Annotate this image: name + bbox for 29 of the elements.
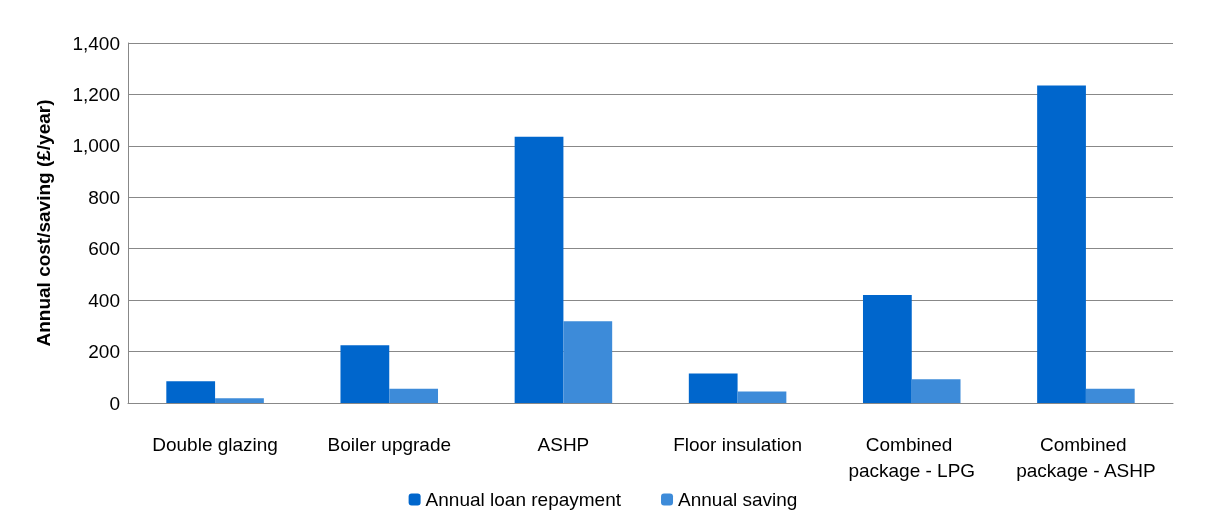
- x-tick-label: Combined package - ASHP: [1016, 433, 1156, 481]
- bar: [688, 373, 738, 403]
- bar: [215, 398, 264, 403]
- y-tick-label: 800: [88, 186, 120, 208]
- y-tick-label: 1,000: [72, 135, 120, 157]
- legend-label: Annual loan repayment: [425, 489, 622, 510]
- x-tick-label: Combined package - LPG: [848, 433, 976, 481]
- y-tick-label: 1,400: [72, 32, 120, 54]
- y-tick-label: 400: [88, 289, 120, 311]
- y-axis-title: Annual cost/saving (£/year): [33, 99, 54, 347]
- bar: [911, 379, 961, 403]
- y-tick-label: 600: [88, 238, 120, 260]
- bar: [389, 388, 439, 403]
- y-tick-label: 0: [109, 392, 120, 414]
- bar: [340, 345, 390, 403]
- bar: [166, 381, 216, 403]
- bar: [514, 136, 564, 403]
- y-tick-label: 1,200: [72, 83, 120, 105]
- bar: [1037, 85, 1086, 403]
- bar: [563, 321, 613, 403]
- x-tick-label: Floor insulation: [673, 433, 803, 455]
- x-tick-label: ASHP: [537, 433, 590, 455]
- y-tick-label: 200: [88, 341, 120, 363]
- x-tick-label: Double glazing: [152, 433, 278, 455]
- x-tick-label: Boiler upgrade: [327, 433, 452, 455]
- bar: [737, 391, 787, 403]
- bar: [862, 295, 912, 403]
- legend-label: Annual saving: [678, 489, 798, 510]
- bar: [1085, 388, 1135, 403]
